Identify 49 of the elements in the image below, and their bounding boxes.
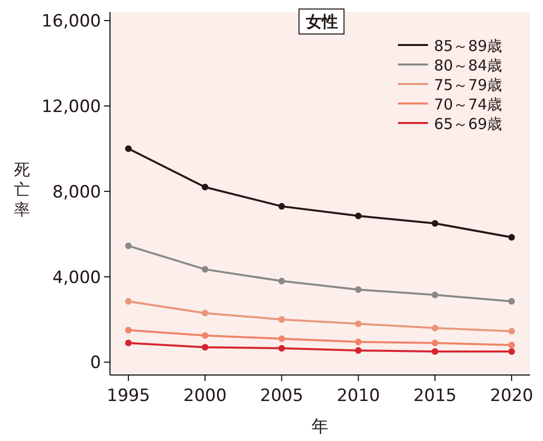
point bbox=[125, 340, 132, 346]
point bbox=[508, 348, 515, 355]
point bbox=[355, 338, 362, 346]
point bbox=[278, 335, 285, 342]
point bbox=[432, 220, 438, 227]
x-tick-label: 2000 bbox=[183, 386, 227, 406]
point bbox=[278, 203, 285, 210]
point bbox=[355, 286, 362, 293]
point bbox=[278, 316, 285, 323]
y-tick-label: 0 bbox=[90, 353, 101, 374]
point bbox=[508, 328, 515, 335]
point bbox=[355, 320, 362, 328]
point bbox=[202, 266, 208, 273]
x-tick-label: 2010 bbox=[336, 386, 380, 406]
point bbox=[432, 292, 438, 298]
point bbox=[125, 298, 132, 305]
legend-label: 80～84歳 bbox=[434, 56, 502, 74]
point bbox=[355, 347, 362, 354]
y-tick-label: 4,000 bbox=[52, 268, 101, 288]
point bbox=[278, 345, 285, 352]
legend-label: 65～69歳 bbox=[434, 115, 502, 133]
point bbox=[432, 340, 438, 346]
point bbox=[202, 184, 208, 190]
point bbox=[278, 278, 285, 284]
x-axis-title: 年 bbox=[312, 417, 328, 437]
x-tick-label: 2020 bbox=[490, 386, 534, 406]
point bbox=[355, 212, 362, 220]
y-tick-label: 12,000 bbox=[42, 96, 101, 117]
x-tick-label: 1995 bbox=[106, 386, 150, 406]
point bbox=[202, 332, 208, 339]
point bbox=[432, 324, 438, 332]
y-tick-label: 8,000 bbox=[52, 182, 101, 202]
point bbox=[125, 326, 132, 334]
point bbox=[125, 242, 132, 250]
legend-label: 75～79歳 bbox=[434, 76, 502, 94]
point bbox=[432, 348, 438, 355]
chart-title: 女性 bbox=[305, 12, 338, 31]
point bbox=[125, 145, 132, 152]
y-tick-label: 16,000 bbox=[42, 12, 101, 32]
x-tick-label: 2005 bbox=[260, 386, 304, 406]
point bbox=[508, 342, 515, 348]
point bbox=[508, 234, 515, 241]
point bbox=[508, 298, 515, 305]
legend-label: 85～89歳 bbox=[434, 37, 502, 55]
point bbox=[202, 344, 208, 351]
x-tick-label: 2015 bbox=[413, 386, 457, 406]
legend-label: 70～74歳 bbox=[434, 96, 502, 114]
point bbox=[202, 310, 208, 316]
y-axis-title: 死亡率 bbox=[14, 160, 30, 219]
